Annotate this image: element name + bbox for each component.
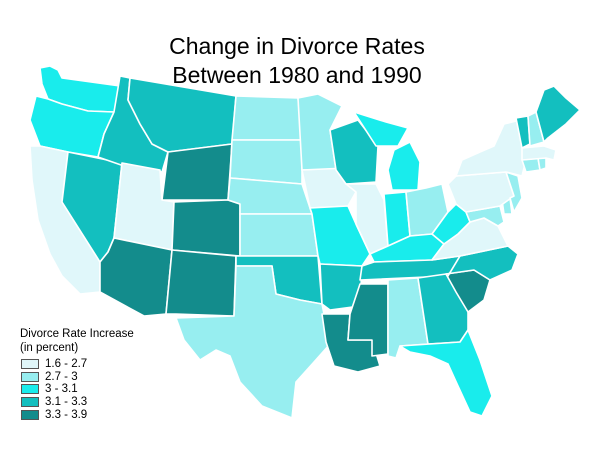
legend-item-2: 2.7 - 3 <box>20 371 134 384</box>
state-ma <box>521 145 557 161</box>
legend-item-4: 3.1 - 3.3 <box>20 396 134 409</box>
state-tx <box>175 265 331 419</box>
state-ar <box>319 263 363 311</box>
state-az <box>99 237 173 317</box>
state-wi <box>329 119 379 185</box>
state-ri <box>537 157 547 171</box>
legend-label: 3.1 - 3.3 <box>45 396 88 409</box>
legend-item-1: 1.6 - 2.7 <box>20 358 134 371</box>
legend-label: 3 - 3.1 <box>45 383 78 396</box>
state-nm <box>165 249 237 317</box>
state-sd <box>229 139 303 185</box>
legend-heading-line-2: (in percent) <box>20 342 79 354</box>
state-ks <box>239 213 319 257</box>
legend-heading: Divorce Rate Increase (in percent) <box>20 327 134 355</box>
title-line-2: Between 1980 and 1990 <box>172 62 422 88</box>
map-title: Change in Divorce Rates Between 1980 and… <box>0 32 594 90</box>
title-line-1: Change in Divorce Rates <box>169 33 425 59</box>
legend-label: 2.7 - 3 <box>45 370 78 383</box>
legend-heading-line-1: Divorce Rate Increase <box>20 328 134 340</box>
state-wy <box>161 143 233 201</box>
legend-swatch <box>21 397 39 408</box>
legend-label: 3.3 - 3.9 <box>45 408 88 421</box>
state-me <box>535 85 581 143</box>
state-fl <box>399 329 493 417</box>
state-co <box>171 199 241 257</box>
state-nj <box>505 171 523 213</box>
legend-label: 1.6 - 2.7 <box>45 358 88 371</box>
state-nd <box>231 95 303 141</box>
state-ne <box>227 177 313 215</box>
legend-swatch <box>21 371 39 382</box>
legend-swatch <box>21 359 39 370</box>
legend-item-3: 3 - 3.1 <box>20 383 134 396</box>
state-ny <box>455 119 527 177</box>
legend-swatch <box>21 384 39 395</box>
map-legend: Divorce Rate Increase (in percent) 1.6 -… <box>20 327 134 421</box>
legend-item-5: 3.3 - 3.9 <box>20 408 134 421</box>
legend-swatch <box>21 409 39 420</box>
